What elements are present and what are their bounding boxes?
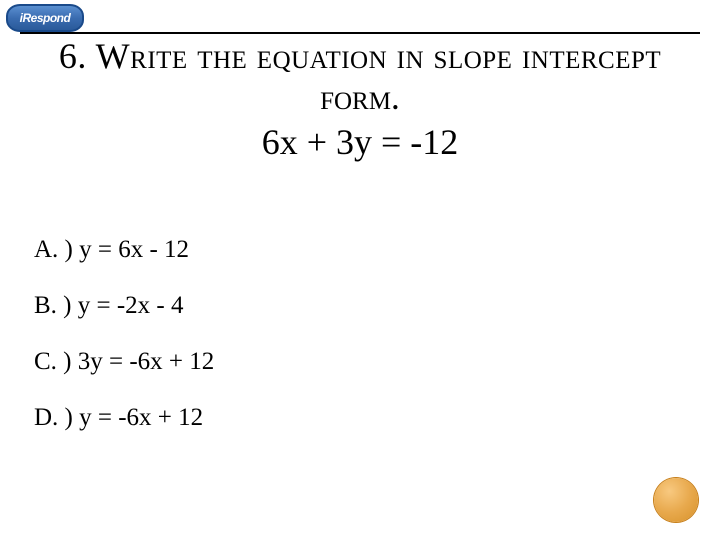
option-b[interactable]: B. ) y = -2x - 4 <box>34 292 686 320</box>
option-c[interactable]: C. ) 3y = -6x + 12 <box>34 348 686 376</box>
question-title-line1: 6. Write the equation in slope intercept <box>20 34 700 77</box>
question-title-block: 6. Write the equation in slope intercept… <box>20 32 700 164</box>
slide: iRespond 6. Write the equation in slope … <box>0 0 720 540</box>
answer-options: A. ) y = 6x - 12 B. ) y = -2x - 4 C. ) 3… <box>34 236 686 460</box>
question-equation: 6x + 3y = -12 <box>20 121 700 164</box>
irespond-logo: iRespond <box>6 4 84 32</box>
decorative-circle-icon <box>654 478 698 522</box>
option-a[interactable]: A. ) y = 6x - 12 <box>34 236 686 264</box>
logo-text: iRespond <box>20 11 71 25</box>
question-title-line2: form. <box>20 77 700 118</box>
option-d[interactable]: D. ) y = -6x + 12 <box>34 404 686 432</box>
